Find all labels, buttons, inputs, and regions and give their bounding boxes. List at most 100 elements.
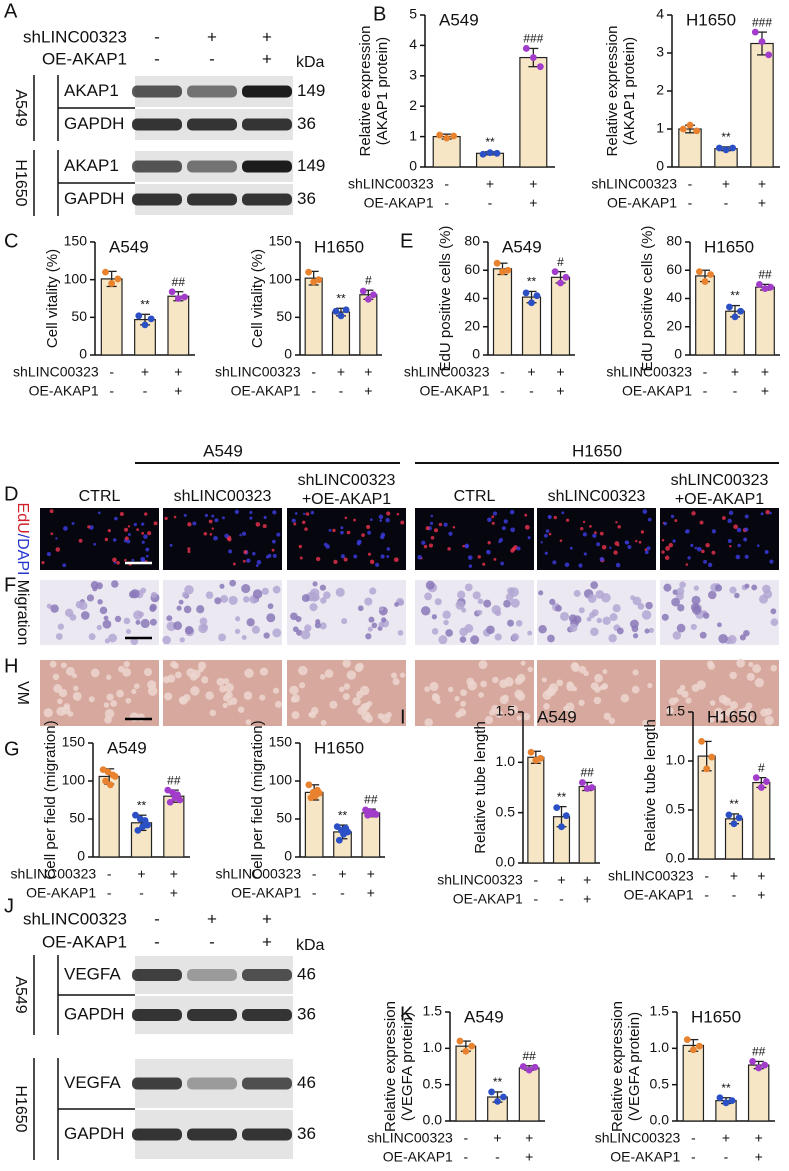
cell [110,700,118,707]
data-point [701,278,709,285]
cell [312,581,318,587]
cell [319,584,327,591]
cell [246,558,251,563]
x-row-mark: - [311,383,316,399]
cell [164,516,168,521]
cell [586,616,592,622]
cell [149,605,157,612]
cell [494,633,502,641]
x-row-mark: + [731,364,739,380]
cell [707,562,713,568]
cell [728,510,734,516]
cell [734,592,740,599]
cell [727,518,732,524]
cell [516,715,522,721]
cell [674,519,678,523]
cell [760,512,764,516]
cell [116,689,124,698]
x-row-mark: + [525,1149,533,1165]
x-row-mark: - [691,1149,696,1165]
cell [342,693,350,701]
x-row-mark: - [733,383,738,399]
cell [543,703,550,710]
cell [255,564,259,567]
x-row-label: OE-AKAP1 [231,383,301,399]
significance: ** [137,798,147,812]
y-tick-label: 4 [656,6,664,22]
cell [272,553,277,558]
cell [744,583,750,589]
condition-label: shLINC00323 [671,472,769,489]
cell [272,539,276,544]
cell [765,509,770,515]
treatment-mark: - [154,932,160,951]
significance: ## [758,268,772,282]
data-point [315,276,323,284]
data-point [729,144,737,152]
data-point [755,1064,763,1072]
protein-label: GAPDH [64,189,124,208]
significance: ** [140,297,150,311]
cell [560,611,570,621]
cell [178,599,184,605]
cell [127,532,131,536]
cell [211,527,214,530]
cell [548,515,551,518]
cell [189,672,198,681]
x-row-mark: + [486,176,494,192]
cell [182,694,191,702]
cell [725,708,735,718]
x-row-mark: + [174,383,182,399]
cell [717,622,722,628]
y-tick-label: 0.5 [666,801,686,817]
data-point [443,134,451,142]
cell [487,517,492,523]
cell [612,604,621,613]
band [242,85,292,98]
cell [706,660,714,668]
significance: ### [752,15,772,29]
size-label: 36 [297,1124,316,1143]
chart-title: A549 [502,237,542,256]
cell [381,617,387,623]
cell [71,522,75,525]
x-row-mark: - [107,885,112,901]
cell [510,527,516,533]
significance: ## [364,792,378,806]
cell [92,586,98,592]
cell [314,622,321,629]
significance: ## [172,275,186,289]
cell [614,541,620,546]
y-tick-label: 0 [79,346,87,362]
cell [676,623,686,633]
cell [104,537,109,542]
cell [46,603,52,609]
cell [664,555,670,561]
cell [319,674,326,680]
cell [729,701,738,710]
cell [718,694,728,704]
significance: ** [730,289,740,303]
cell [676,688,684,695]
cell [452,525,456,529]
cell [346,670,357,680]
cell [86,594,95,602]
cell [209,709,217,717]
x-row-mark: - [724,1149,729,1165]
cell [455,600,465,610]
data-point [553,804,561,812]
cell [367,626,373,632]
cell [590,682,599,691]
cell [123,527,129,532]
cell [431,628,439,635]
cell-line-header: A549 [203,441,243,460]
cell [183,513,187,517]
data-point [528,299,535,307]
cell [319,622,327,630]
cell [714,584,723,592]
band [187,969,237,981]
cell [632,669,639,676]
data-point [468,1042,476,1050]
cell [224,683,234,693]
cell [668,542,674,548]
